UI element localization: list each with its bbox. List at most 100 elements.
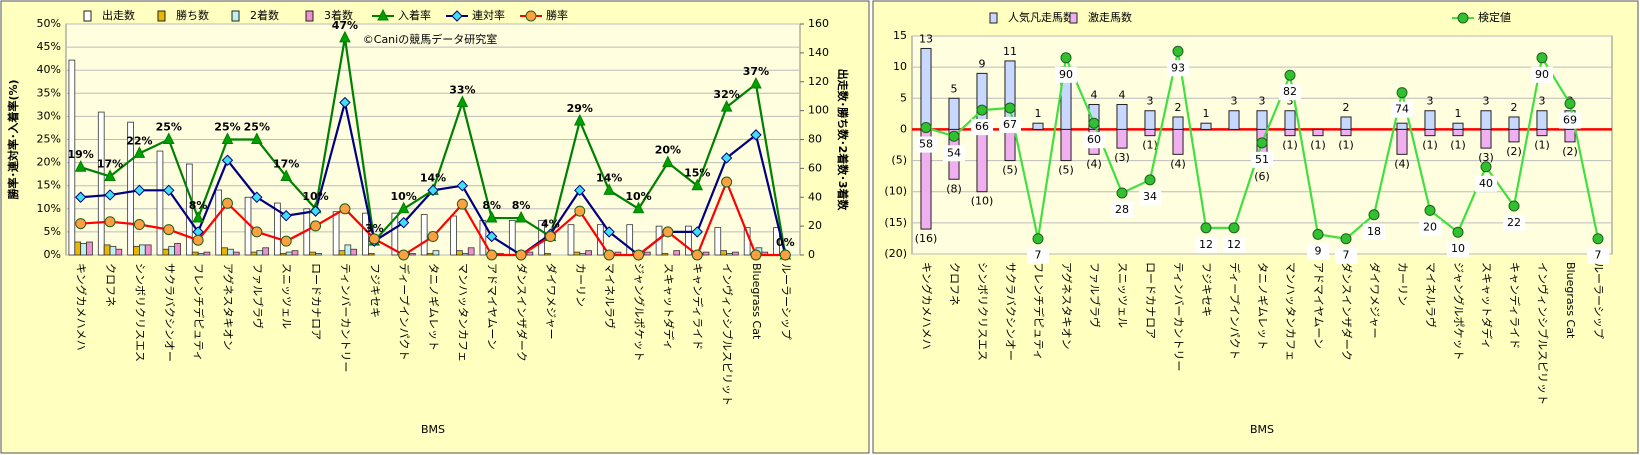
marker (221, 154, 234, 166)
bar (185, 163, 193, 256)
bar (597, 224, 604, 256)
marker (339, 203, 351, 215)
legend-swatch (83, 10, 92, 22)
bar (1340, 116, 1352, 130)
bar-value-label: 1 (1035, 107, 1042, 120)
label-box (1559, 112, 1581, 129)
marker (1457, 12, 1469, 24)
marker (339, 30, 351, 43)
label-box (943, 145, 965, 162)
marker (1536, 52, 1548, 64)
bar-value-label: 4 (1091, 89, 1098, 102)
x-tick-label: ルーラーシップ (779, 263, 792, 340)
legend-swatch (1069, 12, 1078, 24)
line-value-label: 34 (1143, 190, 1157, 203)
line-value-label: 25% (214, 121, 240, 134)
bar-value-label: (4) (1394, 157, 1410, 170)
bar (127, 121, 134, 256)
marker (280, 210, 292, 222)
bar (1144, 128, 1156, 137)
marker (74, 160, 87, 172)
marker (1228, 222, 1240, 234)
label-box (1195, 236, 1217, 253)
bar (1396, 122, 1408, 130)
y2-tick-label: 140 (808, 46, 829, 59)
x-tick-label: ジャングルポケット (633, 263, 647, 361)
line-value-label: 10% (302, 190, 328, 203)
x-tick-label: タニノギムレット (427, 263, 440, 351)
bar-value-label: (3) (1114, 151, 1130, 164)
marker (251, 226, 263, 238)
bar (332, 211, 340, 256)
marker (1060, 52, 1072, 64)
bar (368, 253, 375, 256)
x-tick-label: ファルブラヴ (1088, 262, 1102, 328)
marker (74, 191, 87, 203)
marker (104, 216, 116, 228)
bar-value-label: (1) (1422, 139, 1438, 152)
bar (174, 243, 181, 256)
y-tick-label: 0 (900, 122, 907, 135)
bar (1480, 110, 1492, 130)
bar (420, 214, 428, 256)
line-value-label: 15% (684, 167, 710, 180)
legend-swatch (157, 10, 166, 22)
bar-value-label: 3 (1539, 95, 1546, 108)
line-value-label: 10 (1451, 242, 1465, 255)
bar-value-label: 3 (1483, 95, 1490, 108)
label-box (1391, 101, 1413, 118)
bar (285, 251, 293, 256)
marker (574, 184, 586, 197)
bar (1116, 128, 1128, 149)
x-tick-label: アグネスタキオン (1060, 262, 1074, 349)
bar-value-label: (2) (1506, 145, 1522, 158)
legend-label: 勝ち数 (176, 8, 209, 22)
bar (97, 111, 105, 256)
line-value-label: 32% (713, 88, 739, 101)
legend-label: 激走馬数 (1088, 10, 1132, 24)
line-value-label: 7 (1035, 249, 1042, 262)
line-value-label: 40 (1479, 177, 1493, 190)
line-value-label: 22 (1507, 216, 1521, 229)
bar-value-label: 9 (979, 57, 986, 70)
marker (427, 184, 439, 197)
bar (309, 251, 316, 256)
bar-value-label: 13 (919, 32, 933, 45)
bar-value-label: 3 (1427, 95, 1434, 108)
y-tick-label: 35% (37, 86, 61, 99)
y2-tick-label: 20 (808, 219, 822, 232)
bar-value-label: 3 (1231, 95, 1238, 108)
bar-value-label: (6) (1254, 170, 1270, 183)
marker (251, 191, 263, 203)
bar (256, 250, 264, 256)
legend-label: 人気凡走馬数 (1008, 10, 1074, 24)
bar (643, 251, 651, 256)
bar (103, 244, 111, 256)
bar (1284, 128, 1296, 137)
marker (221, 197, 233, 209)
bar (215, 189, 223, 256)
x-tick-label: インヴィンシブルスピリット (721, 263, 735, 406)
marker (192, 234, 204, 246)
x-tick-label: Bluegrass Cat (750, 263, 763, 340)
marker (1564, 98, 1576, 110)
label-box (1223, 236, 1245, 253)
legend-swatch (231, 10, 240, 22)
legend-label: 連対率 (472, 8, 505, 22)
bar (1396, 128, 1408, 155)
bar (544, 253, 551, 256)
bar-value-label: (2) (1562, 145, 1578, 158)
marker (1368, 209, 1380, 221)
bar (232, 251, 240, 256)
x-tick-label: スキャットダディ (662, 263, 676, 350)
x-axis-title: BMS (421, 423, 445, 436)
x-tick-label: スニッツェル (280, 263, 293, 329)
x-tick-label: Bluegrass Cat (1564, 262, 1577, 339)
bar (720, 250, 728, 256)
x-tick-label: フジキセキ (1200, 262, 1213, 317)
bar (1452, 128, 1464, 137)
bar (391, 212, 399, 256)
label-box (971, 119, 993, 136)
bar (432, 250, 440, 256)
bar-value-label: (4) (1086, 157, 1102, 170)
